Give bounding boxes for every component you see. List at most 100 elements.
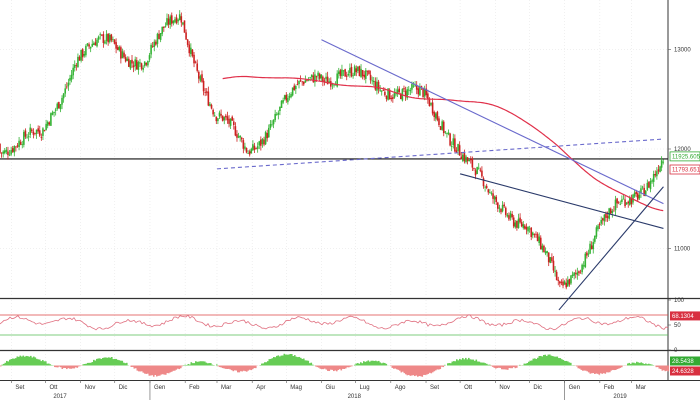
histogram-bar [337, 365, 340, 370]
candle-body [371, 80, 373, 82]
candle [66, 82, 68, 90]
histogram-bar [64, 365, 67, 368]
candle-body [485, 185, 488, 189]
candle [352, 72, 354, 79]
histogram-bar [576, 365, 578, 367]
histogram-bar [564, 361, 566, 366]
candle-body [18, 140, 20, 148]
histogram-bar [316, 365, 319, 368]
histogram-bar [319, 365, 322, 369]
candle-body [38, 130, 41, 136]
hist-value-badge-text: 24.6328 [672, 369, 694, 375]
candle [380, 90, 383, 96]
candle [128, 56, 130, 67]
candle-body [341, 69, 343, 77]
histogram-bar [288, 354, 290, 366]
candle-body [5, 149, 8, 152]
candle-body [198, 71, 200, 79]
candle [120, 45, 122, 64]
candle-body [24, 130, 27, 137]
histogram-bar [454, 361, 457, 366]
candle-body [508, 215, 510, 220]
candle-body [638, 194, 641, 199]
osc-y-tick-label: 100 [674, 298, 685, 304]
candle [339, 68, 342, 79]
trendline [216, 138, 664, 170]
histogram-bar [232, 365, 235, 372]
candle [198, 70, 200, 84]
histogram-bar [469, 359, 472, 366]
histogram-bar [480, 362, 482, 366]
candle [390, 95, 393, 102]
histogram-bar [246, 365, 248, 372]
histogram-bar [396, 365, 398, 370]
histogram-bar [78, 365, 80, 367]
histogram-bar [193, 363, 196, 366]
candle-body [258, 141, 261, 146]
histogram-bar [231, 365, 233, 371]
histogram-bar [223, 365, 226, 369]
candle [509, 210, 512, 221]
histogram-bar [415, 365, 418, 376]
histogram-bar [553, 356, 556, 366]
candle [415, 81, 418, 95]
histogram-bar [486, 363, 488, 366]
candle-body [210, 104, 213, 109]
candle-body [390, 97, 393, 99]
candle-body [186, 39, 189, 45]
candle-body [271, 124, 273, 126]
histogram-bar [376, 361, 379, 366]
histogram-bar [211, 364, 214, 366]
candle-body [280, 100, 283, 108]
candle-body [21, 144, 24, 146]
candle [363, 70, 366, 81]
candle [166, 13, 168, 27]
candle-body [205, 91, 208, 93]
candle-body [598, 223, 601, 226]
histogram-bar [565, 360, 568, 366]
candle [199, 74, 202, 83]
candle [489, 188, 491, 194]
histogram-bar [636, 361, 638, 366]
candle [264, 130, 267, 146]
candle [5, 146, 8, 155]
histogram-bar [610, 365, 613, 371]
candle [598, 222, 601, 230]
candle [279, 106, 281, 116]
histogram-bar [264, 362, 266, 366]
candle-body [492, 193, 494, 199]
histogram-bar [664, 365, 667, 372]
candle [220, 109, 222, 119]
x-tick-label: Ago [395, 385, 406, 391]
candle [500, 208, 502, 215]
histogram-bar [502, 365, 505, 370]
histogram-bar [478, 361, 481, 366]
candle-body [126, 58, 129, 61]
histogram-bar [300, 357, 302, 366]
histogram-bar [252, 365, 254, 370]
candle-body [651, 180, 653, 182]
histogram-bar [331, 365, 334, 370]
histogram-bar [298, 356, 301, 366]
candle [53, 111, 55, 117]
candle-body [619, 203, 622, 205]
histogram-bar [261, 363, 263, 366]
candle-body [530, 227, 533, 237]
histogram-bar [294, 355, 296, 366]
histogram-bar [367, 360, 370, 366]
candle [578, 270, 580, 276]
histogram-bar [366, 361, 368, 366]
histogram-bar [354, 364, 356, 366]
candle [148, 52, 151, 63]
candle [385, 95, 388, 102]
histogram-bar [235, 365, 238, 371]
candle-body [419, 86, 421, 96]
candle [209, 102, 211, 107]
candle-body [105, 34, 108, 41]
histogram-bar [406, 365, 409, 376]
histogram-bar [12, 358, 14, 366]
histogram-bar [1, 364, 4, 366]
candle-body [40, 137, 43, 138]
histogram-bar [444, 364, 446, 366]
candle [38, 125, 41, 137]
